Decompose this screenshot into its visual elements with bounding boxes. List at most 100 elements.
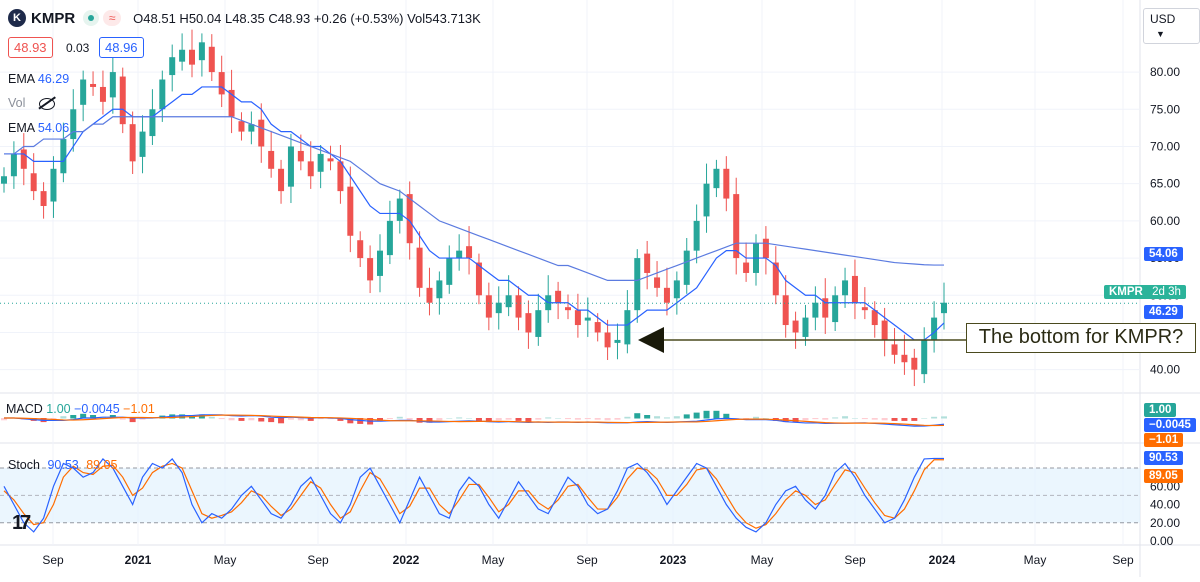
candle-body — [30, 173, 37, 192]
macd-histogram-bar — [584, 418, 591, 420]
macd-histogram-bar — [802, 418, 809, 421]
tradingview-logo-icon[interactable]: 17 — [12, 512, 31, 534]
x-tick-label: Sep — [1112, 553, 1134, 567]
currency-selector[interactable]: USD ▼ — [1143, 8, 1200, 44]
macd-histogram-bar — [634, 413, 641, 419]
candle-body — [90, 83, 97, 87]
candle-body — [673, 280, 680, 299]
macd-histogram-bar — [485, 418, 492, 423]
ema-fast-badge: 46.29 — [1144, 305, 1183, 319]
candle-body — [713, 168, 720, 189]
candle-body — [159, 79, 166, 110]
candle-body — [792, 320, 799, 333]
macd-histogram-bar — [921, 418, 928, 419]
macd-histogram-bar — [574, 418, 581, 420]
ask-price-button[interactable]: 48.96 — [99, 37, 144, 58]
macd-histogram-bar — [436, 418, 443, 421]
candle-body — [60, 139, 67, 174]
annotation-box[interactable]: The bottom for KMPR? — [966, 323, 1196, 353]
candle-body — [535, 310, 542, 337]
macd-histogram-bar — [90, 415, 97, 419]
chevron-down-icon: ▼ — [1156, 29, 1165, 39]
x-tick-label: May — [1024, 553, 1047, 567]
stoch-legend-label: Stoch — [8, 458, 40, 472]
macd-signal-line — [4, 414, 945, 427]
candle-body — [99, 86, 106, 102]
currency-label: USD — [1150, 12, 1176, 26]
candle-body — [871, 310, 878, 326]
macd-histogram-bar — [218, 418, 225, 420]
header-bar: K KMPR ≈ O48.51 H50.04 L48.35 C48.93 +0.… — [8, 6, 481, 30]
y-tick-label: 75.00 — [1150, 102, 1180, 116]
candle-body — [703, 183, 710, 217]
x-tick-label: 2024 — [929, 553, 956, 567]
stoch-y-tick-label: 20.00 — [1150, 516, 1180, 530]
stoch-legend[interactable]: Stoch 90.53 89.05 — [8, 458, 118, 472]
candle-body — [594, 322, 601, 333]
candle-body — [396, 198, 403, 221]
eye-off-icon[interactable] — [38, 96, 56, 110]
macd-histogram-bar — [941, 416, 947, 419]
y-tick-label: 60.00 — [1150, 214, 1180, 228]
macd-histogram-bar — [901, 418, 908, 421]
symbol-name[interactable]: KMPR — [31, 9, 76, 27]
candle-body — [198, 42, 205, 61]
stoch-k-badge: 90.53 — [1144, 451, 1183, 465]
macd-histogram-bar — [861, 418, 868, 420]
candle-body — [238, 121, 245, 132]
ema-fast-legend-value: 46.29 — [37, 72, 70, 86]
macd-histogram-bar — [713, 410, 720, 419]
candle-body — [80, 79, 87, 105]
bid-price-button[interactable]: 48.93 — [8, 37, 53, 58]
x-tick-label: 2023 — [660, 553, 687, 567]
ema-slow-badge: 54.06 — [1144, 247, 1183, 261]
x-tick-label: 2021 — [125, 553, 152, 567]
last-price-countdown: 2d 3h — [1152, 286, 1181, 298]
logo-icon[interactable]: K — [8, 9, 26, 27]
candle-body — [50, 168, 57, 202]
macd-histogram-bar — [703, 410, 710, 419]
candle-body — [654, 277, 661, 288]
ema-slow-legend[interactable]: EMA 54.06 — [8, 121, 69, 135]
macd-histogram-bar — [881, 418, 888, 421]
vol-legend[interactable]: Vol — [8, 96, 56, 110]
macd-histogram-bar — [911, 418, 918, 421]
candle-body — [555, 290, 562, 303]
candle-body — [347, 186, 354, 236]
candle-body — [693, 220, 700, 251]
macd-histogram-bar — [614, 418, 621, 420]
candle-body — [1, 176, 7, 184]
candle-body — [574, 310, 581, 326]
macd-histogram-bar — [307, 418, 314, 421]
macd-histogram-bar — [50, 418, 57, 420]
macd-histogram-bar — [762, 418, 769, 419]
macd-histogram-bar — [842, 416, 849, 419]
macd-histogram-bar — [654, 416, 661, 419]
ema-fast-legend[interactable]: EMA 46.29 — [8, 72, 69, 86]
macd-histogram-bar — [832, 417, 839, 419]
candle-body — [772, 262, 779, 296]
macd-histogram-bar — [297, 418, 304, 421]
wave-icon[interactable]: ≈ — [103, 10, 122, 26]
macd-histogram-bar — [505, 418, 512, 420]
candle-body — [406, 194, 413, 244]
stoch-legend-d: 89.05 — [86, 458, 118, 472]
macd-legend[interactable]: MACD 1.00 −0.0045 −1.01 — [6, 402, 155, 416]
macd-histogram-bar — [80, 413, 87, 419]
x-tick-label: Sep — [42, 553, 64, 567]
macd-histogram-bar — [466, 418, 473, 419]
x-tick-label: May — [482, 553, 505, 567]
x-tick-label: Sep — [307, 553, 329, 567]
candle-body — [119, 76, 126, 125]
candle-body — [822, 298, 829, 318]
candle-body — [20, 149, 27, 169]
macd-legend-v3: −1.01 — [123, 402, 155, 416]
candle-body — [624, 310, 631, 345]
macd-histogram-bar — [565, 418, 571, 420]
candle-body — [377, 250, 383, 276]
y-tick-label: 70.00 — [1150, 139, 1180, 153]
macd-histogram-bar — [278, 418, 285, 424]
candle-body — [505, 295, 512, 308]
ema-fast-line — [4, 86, 945, 341]
macd-histogram-bar — [673, 416, 680, 419]
